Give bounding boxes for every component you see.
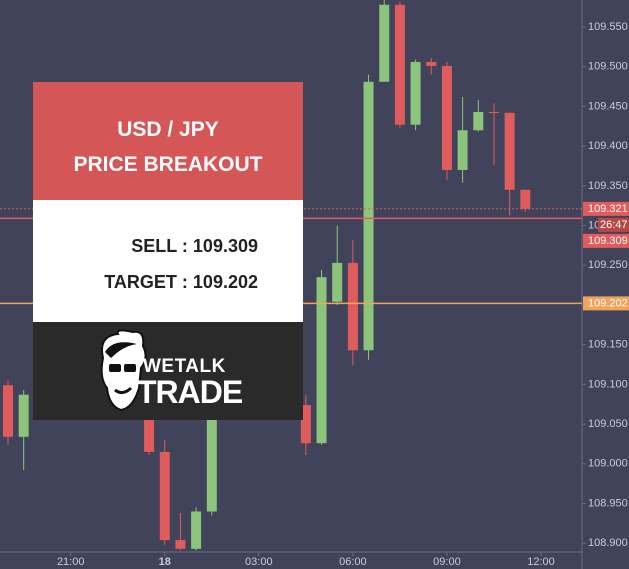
candle-body — [191, 511, 202, 549]
target-level: TARGET : 109.202 — [104, 272, 258, 292]
candle-body — [473, 111, 484, 131]
x-tick-label: 09:00 — [433, 556, 461, 568]
signal-card: USD / JPY PRICE BREAKOUT SELL : 109.309 … — [33, 82, 303, 420]
y-tick-label: 109.050 — [588, 418, 628, 430]
pair: USD / JPY — [117, 118, 219, 141]
y-tick-label: 109.250 — [588, 259, 628, 271]
y-tick-label: 109.100 — [588, 378, 628, 390]
y-tick-label: 109.500 — [588, 61, 628, 73]
candle-body — [394, 4, 405, 125]
candle-body — [379, 4, 390, 82]
y-tick-label: 109.550 — [588, 21, 628, 33]
candle-body — [175, 540, 186, 549]
y-tick-label: 109.450 — [588, 100, 628, 112]
candle-body — [332, 262, 343, 302]
y-tick-label: 109.000 — [588, 458, 628, 470]
candle-body — [347, 262, 358, 351]
x-tick-label: 03:00 — [245, 556, 273, 568]
candle-body — [441, 65, 452, 170]
price-label-bg — [583, 296, 629, 311]
timer-bg — [598, 217, 629, 232]
price-label: 109.321 — [588, 203, 628, 215]
candle-body — [206, 416, 217, 512]
card-footer: WETALK TRADE — [33, 322, 303, 420]
y-tick-label: 109.150 — [588, 339, 628, 351]
x-tick-label: 18 — [159, 556, 171, 568]
candle-body — [488, 111, 499, 113]
price-label: 109.202 — [588, 297, 628, 309]
candle-body — [504, 112, 515, 190]
x-tick-label: 21:00 — [57, 556, 85, 568]
candle-body — [18, 394, 29, 437]
countdown-timer: 26:47 — [600, 219, 628, 231]
y-tick-label: 108.900 — [588, 537, 628, 549]
candle-body — [300, 405, 311, 444]
sell-level: SELL : 109.309 — [131, 236, 258, 256]
headline: PRICE BREAKOUT — [73, 153, 263, 176]
brand-top: WETALK — [143, 356, 226, 377]
candle-body — [410, 61, 421, 125]
candle-body — [426, 61, 437, 66]
y-tick-label: 109.350 — [588, 180, 628, 192]
y-tick-label: 108.950 — [588, 497, 628, 509]
x-tick-label: 06:00 — [339, 556, 367, 568]
candle-body — [520, 189, 531, 209]
candle-body — [159, 451, 170, 541]
candle-body — [316, 277, 327, 444]
price-label-bg — [583, 201, 629, 216]
candle-body — [3, 385, 13, 437]
price-axis-bg — [582, 0, 629, 569]
card-header: USD / JPY PRICE BREAKOUT — [33, 82, 303, 200]
price-label-bg — [583, 233, 629, 248]
x-tick-label: 12:00 — [527, 556, 555, 568]
mascot-icon — [100, 329, 147, 412]
brand-bottom: TRADE — [137, 374, 243, 410]
card-body: SELL : 109.309 TARGET : 109.202 — [33, 200, 303, 322]
price-label: 109.309 — [588, 235, 628, 247]
candle-body — [363, 81, 374, 351]
candle-body — [144, 416, 155, 452]
y-tick-label: 109.400 — [588, 140, 628, 152]
candle-body — [457, 130, 468, 170]
